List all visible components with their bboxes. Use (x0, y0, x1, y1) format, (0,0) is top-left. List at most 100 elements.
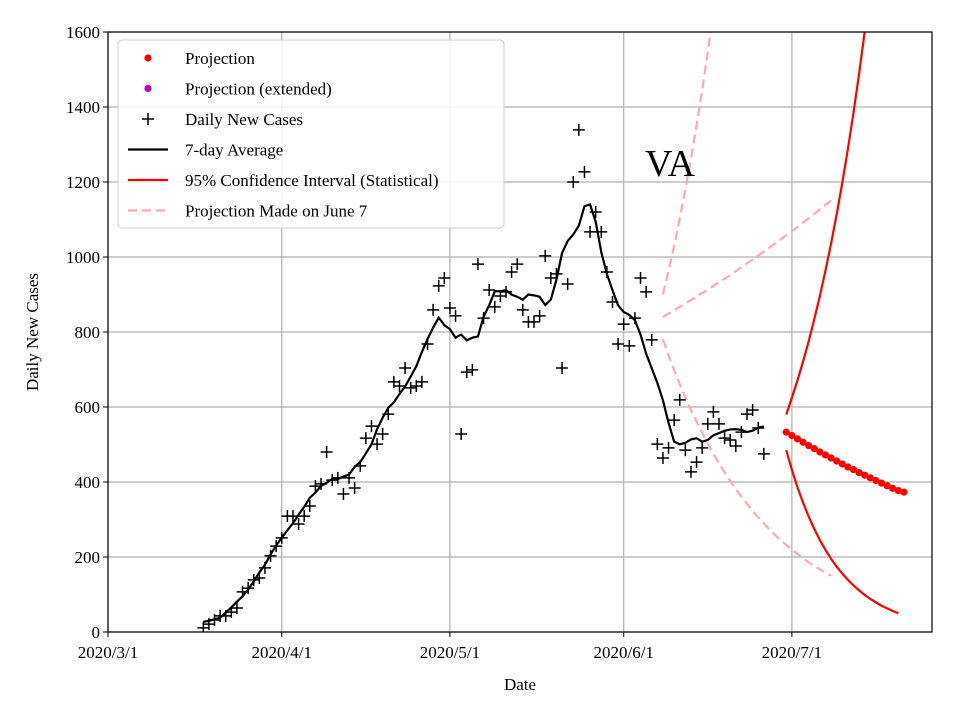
projection-point (849, 466, 858, 474)
daily-case-marker (337, 488, 350, 500)
projection-point (872, 476, 880, 485)
ci-lower-line (785, 449, 899, 615)
projection-point (782, 428, 790, 436)
june7-projection-central (662, 199, 832, 318)
legend-label: 7-day Average (185, 141, 283, 160)
x-axis-label: Date (504, 675, 536, 694)
legend-label: Daily New Cases (185, 110, 303, 129)
daily-case-marker (253, 572, 266, 584)
legend-plus-icon (142, 113, 154, 125)
daily-case-marker (528, 315, 541, 328)
projection-point (861, 471, 869, 479)
seven-day-average-line (203, 203, 765, 624)
daily-case-marker (606, 296, 619, 308)
daily-case-marker (315, 477, 328, 490)
daily-case-marker (499, 285, 512, 298)
daily-case-marker (505, 266, 518, 278)
daily-case-marker (309, 480, 322, 493)
daily-case-marker (258, 561, 271, 574)
daily-case-marker (651, 438, 664, 451)
daily-case-marker (270, 540, 283, 553)
daily-case-marker (533, 309, 546, 322)
daily-case-marker (550, 267, 563, 280)
daily-case-marker (466, 363, 479, 376)
projection-point (833, 457, 841, 465)
daily-case-marker (275, 531, 288, 544)
daily-case-marker (623, 339, 636, 352)
y-tick-label: 400 (75, 473, 101, 492)
daily-case-marker (690, 456, 703, 469)
daily-case-marker (679, 444, 692, 457)
daily-case-marker (382, 408, 395, 421)
ci-upper-line (785, 32, 866, 415)
y-tick-label: 1200 (66, 173, 100, 192)
daily-case-marker (427, 303, 440, 316)
daily-case-marker (556, 362, 569, 374)
daily-case-marker (488, 300, 501, 313)
x-tick-label: 2020/6/1 (593, 643, 653, 662)
daily-case-marker (230, 602, 243, 614)
daily-case-marker (645, 333, 658, 346)
daily-case-marker (421, 338, 434, 350)
daily-case-marker (516, 303, 529, 316)
daily-case-marker (264, 549, 277, 562)
daily-case-marker (455, 428, 468, 440)
daily-case-marker (348, 482, 361, 494)
y-tick-label: 0 (92, 623, 101, 642)
daily-case-marker (286, 510, 299, 523)
daily-case-marker (584, 225, 597, 238)
legend: Projection Projection (extended) Daily New… (117, 39, 505, 229)
daily-case-marker (247, 573, 260, 586)
daily-case-marker (443, 302, 456, 314)
daily-case-marker (449, 309, 462, 322)
legend-label: Projection (extended) (185, 80, 332, 99)
x-tick-label: 2020/7/1 (762, 643, 822, 662)
daily-case-marker (292, 518, 305, 530)
daily-case-marker (404, 381, 417, 394)
legend-label: Projection Made on June 7 (185, 202, 368, 221)
daily-case-marker (298, 510, 311, 523)
daily-case-marker (696, 441, 709, 454)
x-tick-label: 2020/5/1 (420, 643, 480, 662)
y-tick-label: 200 (75, 548, 101, 567)
daily-case-marker (656, 452, 669, 464)
daily-case-marker (415, 375, 428, 388)
legend-label: 95% Confidence Interval (Statistical) (185, 171, 439, 190)
daily-case-marker (707, 405, 720, 418)
y-tick-label: 800 (75, 323, 101, 342)
daily-case-marker (724, 434, 737, 446)
daily-case-marker (701, 417, 714, 430)
daily-case-marker (668, 414, 681, 427)
x-tick-label: 2020/3/1 (78, 643, 138, 662)
daily-case-marker (303, 500, 316, 512)
daily-case-marker (746, 404, 759, 416)
series (197, 32, 908, 632)
projection-point (877, 479, 886, 487)
daily-case-marker (331, 471, 344, 484)
daily-case-marker (567, 176, 580, 188)
daily-case-marker (600, 266, 613, 278)
x-tick-label: 2020/4/1 (252, 643, 312, 662)
daily-case-marker (578, 165, 591, 178)
projection-point (821, 451, 830, 459)
projection-point (900, 488, 908, 496)
projection-point (810, 445, 818, 453)
legend-dot-icon (144, 84, 152, 93)
daily-case-marker (438, 272, 451, 284)
daily-case-marker (432, 279, 445, 292)
daily-case-marker (673, 393, 686, 406)
daily-case-marker (354, 459, 367, 472)
projection-point (827, 454, 835, 462)
daily-case-marker (757, 447, 770, 460)
projection-point (838, 460, 846, 468)
daily-case-marker (640, 285, 653, 298)
daily-case-marker (359, 432, 372, 445)
daily-case-marker (735, 426, 748, 439)
daily-case-marker (712, 417, 725, 430)
daily-case-marker (539, 249, 552, 262)
ticks: 0 200 400 600 800 1000 1200 1400 1600 2020/3/1 202… (66, 23, 822, 662)
y-tick-label: 600 (75, 398, 101, 417)
daily-case-marker (343, 471, 356, 484)
daily-case-marker (460, 366, 473, 379)
